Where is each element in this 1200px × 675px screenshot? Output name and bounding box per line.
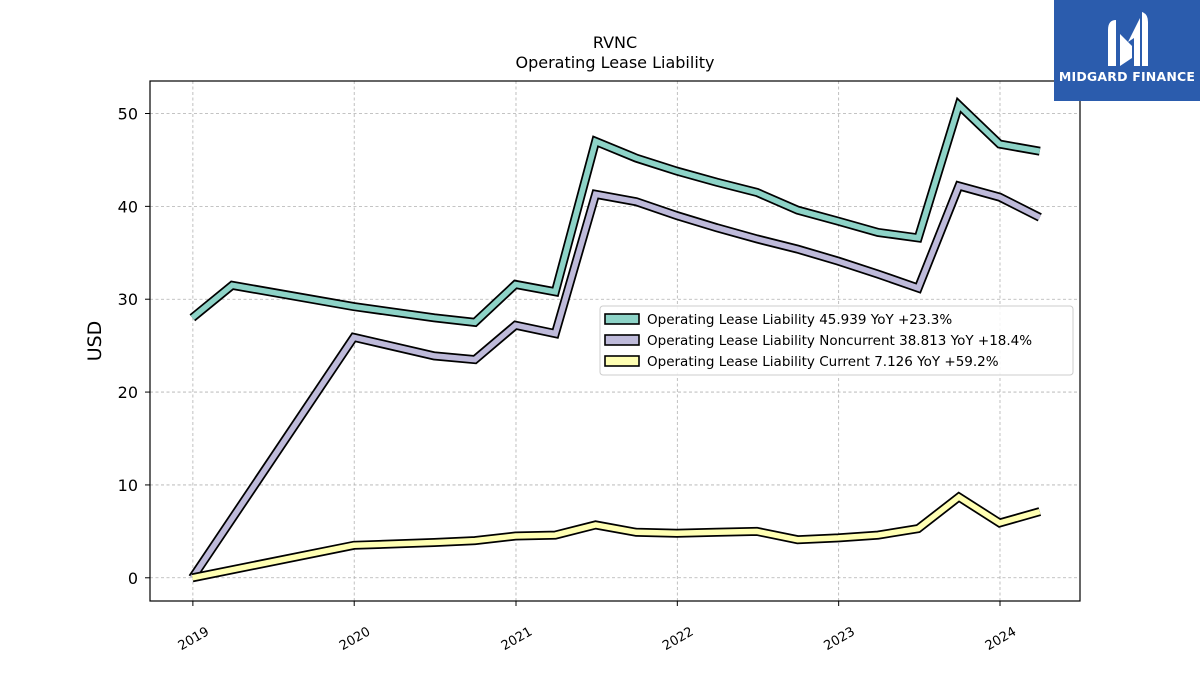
- plot-frame: [149, 80, 1081, 602]
- legend: Operating Lease Liability 45.939 YoY +23…: [599, 305, 1074, 376]
- y-tick-label: 40: [118, 197, 138, 216]
- series-line: [190, 100, 1041, 326]
- y-axis-label: USD: [84, 321, 106, 362]
- legend-swatch: [604, 334, 640, 346]
- series-line-outline: [188, 180, 1042, 581]
- series-line: [191, 493, 1041, 581]
- chart-title: RVNC: [593, 33, 637, 52]
- legend-swatch: [604, 313, 640, 325]
- x-tick-label: 2024: [983, 624, 1019, 654]
- series-line: [190, 182, 1042, 580]
- legend-swatch: [604, 355, 640, 367]
- legend-box: [599, 305, 1074, 376]
- y-tick-label: 30: [118, 290, 138, 309]
- x-tick-label: 2023: [821, 624, 857, 654]
- x-tick-label: 2021: [499, 624, 535, 654]
- series-3: [191, 491, 1042, 583]
- x-tick-label: 2022: [660, 624, 696, 654]
- mh-monogram-icon: [1108, 12, 1148, 66]
- brand-name: MIDGARD FINANCE: [1058, 69, 1196, 84]
- y-tick-label: 50: [118, 105, 138, 124]
- series-line-outline: [191, 491, 1042, 583]
- legend-entry: Operating Lease Liability Noncurrent 38.…: [647, 333, 1032, 349]
- series-2: [188, 180, 1042, 581]
- y-tick-label: 20: [118, 383, 138, 402]
- y-tick-label: 0: [128, 569, 138, 588]
- chart-subtitle: Operating Lease Liability: [515, 53, 714, 72]
- x-tick-label: 2020: [337, 624, 373, 654]
- brand-logo: MIDGARD FINANCE: [1054, 0, 1200, 101]
- legend-entry: Operating Lease Liability Current 7.126 …: [647, 354, 999, 370]
- y-tick-label: 10: [118, 476, 138, 495]
- legend-entry: Operating Lease Liability 45.939 YoY +23…: [647, 312, 952, 328]
- y-axis: 0 10 20 30 40 50: [118, 105, 150, 588]
- x-tick-label: 2019: [176, 624, 212, 654]
- x-axis: 2019 2020 2021 2022 2023 2024: [176, 601, 1019, 654]
- series-layer: [188, 96, 1042, 583]
- series-1: [189, 96, 1041, 328]
